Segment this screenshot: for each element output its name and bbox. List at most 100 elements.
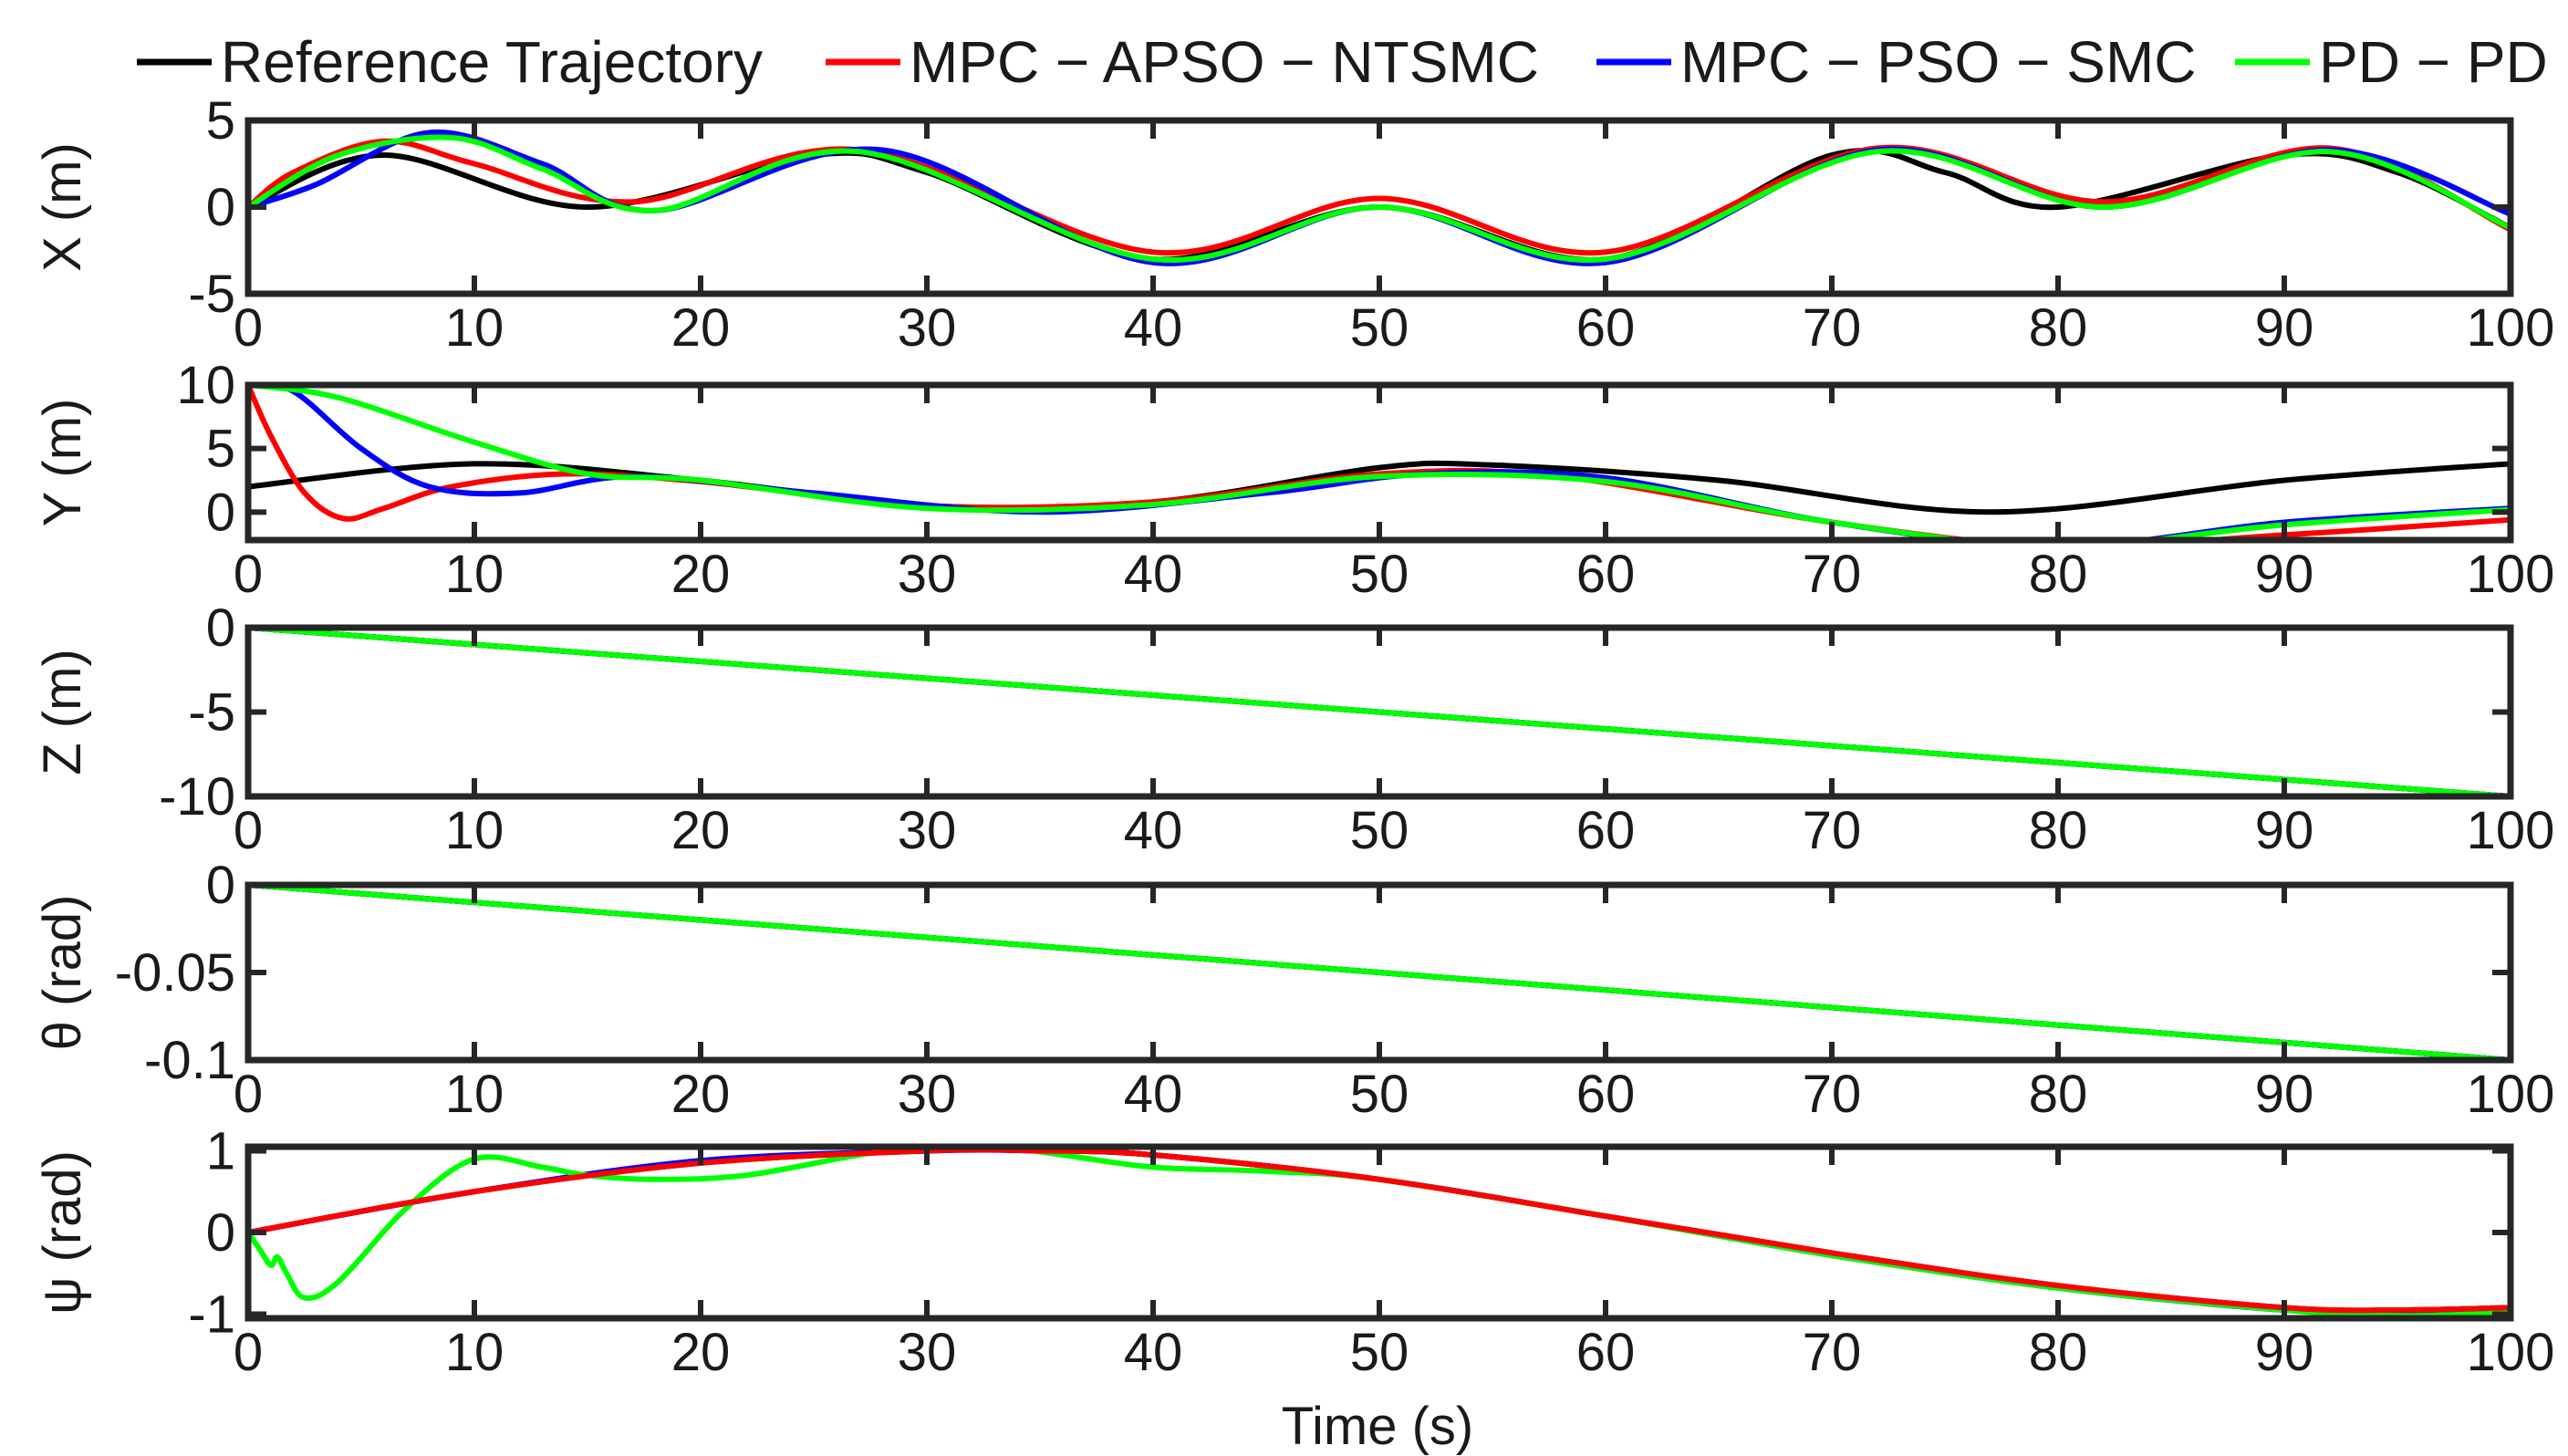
x-tick-label: 50 xyxy=(1350,1323,1409,1382)
x-tick-label: 10 xyxy=(445,1323,504,1382)
x-tick-label: 90 xyxy=(2255,545,2314,604)
y-tick-label: -5 xyxy=(188,265,235,324)
legend-label: MPC − PSO − SMC xyxy=(1680,29,2196,95)
legend-item: Reference Trajectory xyxy=(137,29,763,95)
y-tick-label: 10 xyxy=(176,356,235,415)
x-tick-label: 90 xyxy=(2255,801,2314,860)
x-tick-label: 50 xyxy=(1350,298,1409,358)
x-tick-label: 20 xyxy=(671,298,731,358)
series-line xyxy=(248,138,2511,256)
x-tick-label: 40 xyxy=(1124,545,1183,604)
y-tick-label: -5 xyxy=(188,683,235,743)
x-tick-label: 20 xyxy=(671,545,731,604)
series-group xyxy=(248,1147,2511,1318)
y-tick-label: -0.05 xyxy=(115,943,235,1003)
y-tick-label: 0 xyxy=(206,178,235,237)
x-tick-label: 10 xyxy=(445,545,504,604)
x-tick-label: 100 xyxy=(2467,1065,2555,1124)
x-tick-label: 80 xyxy=(2029,1323,2088,1382)
series-group xyxy=(248,129,2511,266)
y-tick-label: -1 xyxy=(188,1285,235,1345)
x-tick-label: 30 xyxy=(898,1065,957,1124)
y-axis-title: θ (rad) xyxy=(33,895,92,1051)
legend-label: Reference Trajectory xyxy=(221,29,763,95)
x-tick-label: 80 xyxy=(2029,801,2088,860)
series-line xyxy=(248,385,2511,540)
series-line xyxy=(248,460,2511,515)
x-tick-label: 30 xyxy=(898,801,957,860)
x-axis-title: Time (s) xyxy=(1282,1397,1473,1456)
x-tick-label: 100 xyxy=(2467,1323,2555,1382)
legend-item: MPC − PSO − SMC xyxy=(1596,29,2196,95)
y-tick-label: 0 xyxy=(206,856,235,915)
x-tick-label: 70 xyxy=(1803,801,1862,860)
y-axis-title: Z (m) xyxy=(33,649,92,775)
x-tick-label: 60 xyxy=(1576,298,1636,358)
y-axis-title: ψ (rad) xyxy=(33,1150,92,1315)
y-tick-label: 0 xyxy=(206,598,235,658)
x-tick-label: 0 xyxy=(234,801,263,860)
x-tick-label: 70 xyxy=(1803,545,1862,604)
x-tick-label: 40 xyxy=(1124,1065,1183,1124)
legend-label: MPC − APSO − NTSMC xyxy=(910,29,1539,95)
series-line xyxy=(248,1147,2511,1314)
x-tick-label: 50 xyxy=(1350,801,1409,860)
legend-item: MPC − APSO − NTSMC xyxy=(826,29,1539,95)
x-tick-label: 60 xyxy=(1576,545,1636,604)
x-tick-label: 100 xyxy=(2467,801,2555,860)
x-tick-label: 10 xyxy=(445,1065,504,1124)
x-tick-label: 70 xyxy=(1803,1323,1862,1382)
x-tick-label: 40 xyxy=(1124,298,1183,358)
axes-frame xyxy=(244,381,2514,544)
y-tick-label: 1 xyxy=(206,1121,235,1180)
x-tick-label: 50 xyxy=(1350,545,1409,604)
x-tick-label: 0 xyxy=(234,545,263,604)
series-line xyxy=(248,134,2511,264)
y-tick-label: -10 xyxy=(159,767,235,827)
x-tick-label: 80 xyxy=(2029,545,2088,604)
legend-item: PD − PD xyxy=(2235,29,2548,95)
y-tick-label: -0.1 xyxy=(144,1031,235,1090)
x-tick-label: 60 xyxy=(1576,801,1636,860)
x-tick-label: 90 xyxy=(2255,298,2314,358)
y-tick-label: 5 xyxy=(206,91,235,151)
series-group xyxy=(248,385,2511,540)
x-tick-label: 60 xyxy=(1576,1065,1636,1124)
x-tick-label: 30 xyxy=(898,1323,957,1382)
x-tick-label: 70 xyxy=(1803,298,1862,358)
x-tick-label: 0 xyxy=(234,1323,263,1382)
x-tick-label: 0 xyxy=(234,1065,263,1124)
x-tick-label: 50 xyxy=(1350,1065,1409,1124)
series-group xyxy=(248,885,2511,1060)
x-tick-label: 30 xyxy=(898,298,957,358)
series-line xyxy=(248,885,2511,1060)
x-tick-label: 20 xyxy=(671,1323,731,1382)
x-tick-label: 10 xyxy=(445,801,504,860)
subplot: 0 10 20 30 40 50 60 70 80 90 100 0 -0.05 -0.1 θ (rad) xyxy=(33,856,2554,1124)
series-line xyxy=(248,628,2511,796)
x-tick-label: 0 xyxy=(234,298,263,358)
legend-label: PD − PD xyxy=(2319,29,2548,95)
x-tick-label: 40 xyxy=(1124,1323,1183,1382)
x-tick-label: 60 xyxy=(1576,1323,1636,1382)
x-tick-label: 10 xyxy=(445,298,504,358)
x-tick-label: 90 xyxy=(2255,1065,2314,1124)
x-tick-label: 90 xyxy=(2255,1323,2314,1382)
legend: Reference Trajectory MPC − APSO − NTSMC MP… xyxy=(137,29,2548,95)
series-group xyxy=(248,628,2511,796)
y-tick-label: 0 xyxy=(206,1203,235,1263)
x-tick-label: 100 xyxy=(2467,298,2555,358)
y-tick-label: 5 xyxy=(206,420,235,479)
x-tick-label: 100 xyxy=(2467,545,2555,604)
x-tick-label: 20 xyxy=(671,801,731,860)
x-tick-label: 70 xyxy=(1803,1065,1862,1124)
x-tick-label: 20 xyxy=(671,1065,731,1124)
y-tick-label: 0 xyxy=(206,483,235,542)
x-tick-label: 30 xyxy=(898,545,957,604)
y-axis-title: Y (m) xyxy=(33,399,92,527)
